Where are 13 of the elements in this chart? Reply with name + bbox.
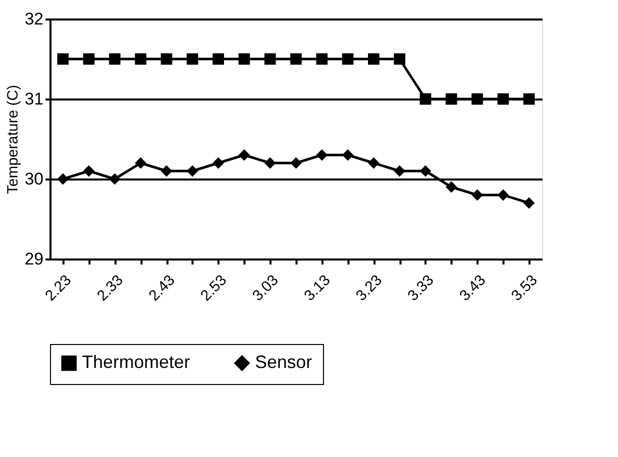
legend-label: Sensor bbox=[255, 352, 312, 372]
x-tick-label: 3.03 bbox=[249, 272, 282, 304]
y-tick-label: 32 bbox=[24, 10, 44, 28]
y-axis-title: Temperature (C) bbox=[4, 84, 22, 194]
y-tick-label: 31 bbox=[24, 90, 44, 108]
legend-label: Thermometer bbox=[82, 352, 190, 372]
y-tick-label: 30 bbox=[24, 170, 44, 188]
x-tick-label: 3.43 bbox=[456, 272, 490, 304]
y-tick-label: 29 bbox=[24, 250, 44, 268]
x-tick-label: 3.33 bbox=[404, 272, 438, 304]
x-tick-label: 3.53 bbox=[508, 272, 541, 304]
x-tick-label: 3.23 bbox=[352, 272, 386, 304]
x-tick-label: 3.13 bbox=[301, 272, 334, 304]
